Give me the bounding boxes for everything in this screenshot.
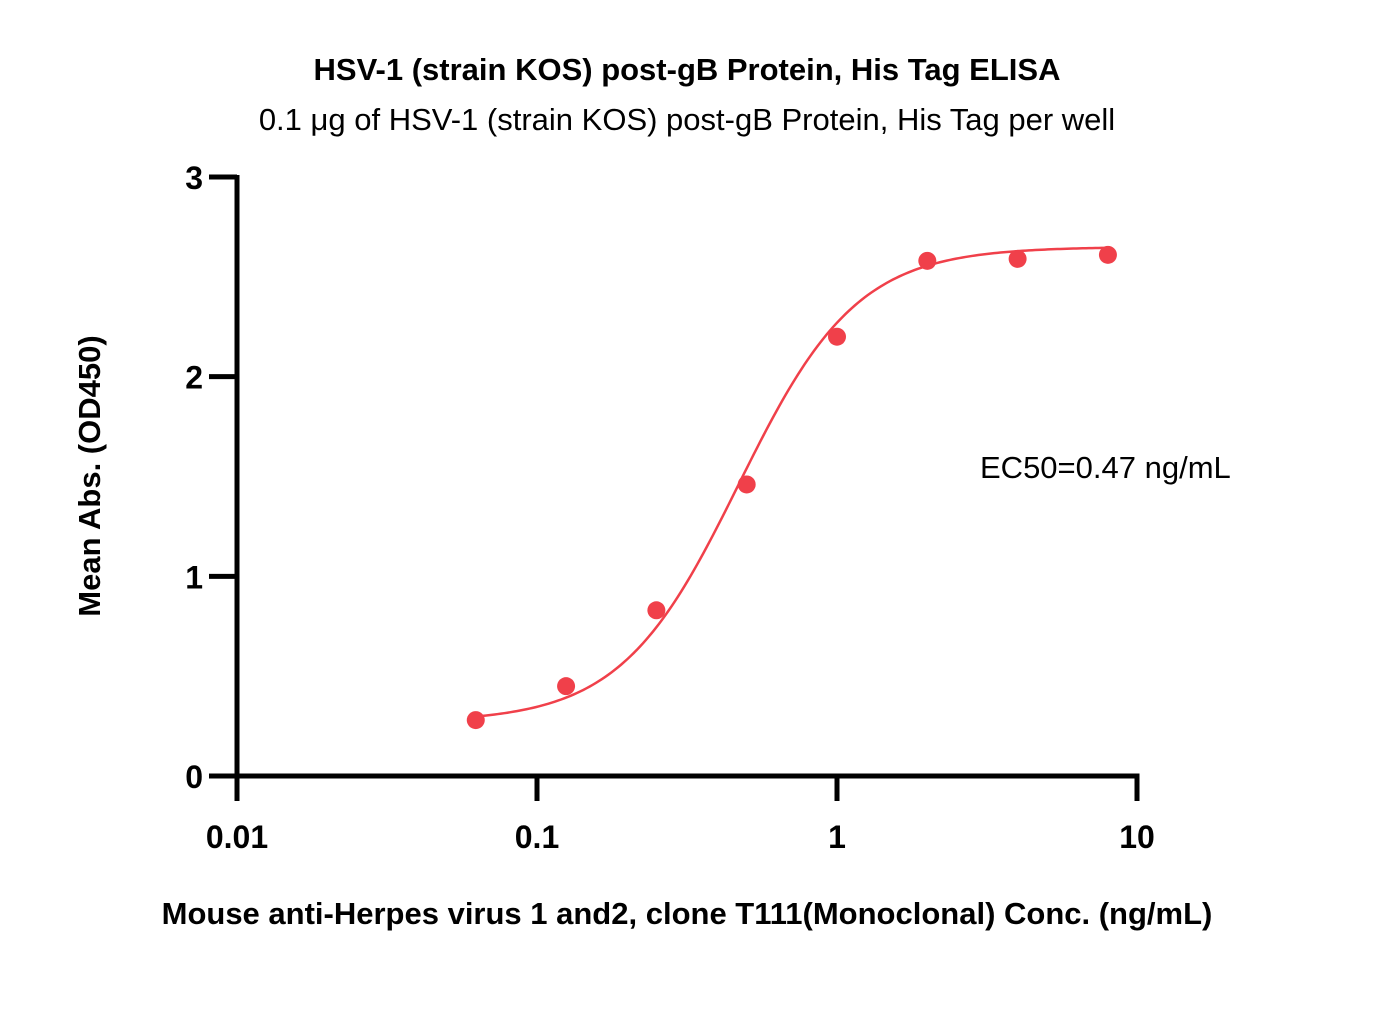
x-tick-label: 1 [828, 819, 846, 855]
data-point [918, 251, 937, 270]
fit-curve-group [475, 246, 1108, 718]
x-tick-label: 10 [1119, 819, 1155, 855]
data-point [647, 601, 666, 620]
data-points [466, 245, 1117, 730]
ec50-annotation: EC50=0.47 ng/mL [980, 450, 1231, 485]
data-point [1098, 245, 1117, 264]
x-tick-label: 0.1 [515, 819, 559, 855]
data-point [557, 677, 576, 696]
chart-subtitle: 0.1 μg of HSV-1 (strain KOS) post-gB Pro… [259, 102, 1115, 137]
x-axis-label: Mouse anti-Herpes virus 1 and2, clone T1… [162, 896, 1213, 931]
y-tick-label: 3 [185, 160, 203, 196]
y-tick-label: 1 [185, 559, 203, 595]
data-point [828, 327, 846, 346]
data-point [1008, 249, 1027, 268]
y-tick-label: 0 [185, 759, 203, 795]
chart-title: HSV-1 (strain KOS) post-gB Protein, His … [314, 52, 1061, 87]
data-point [737, 475, 756, 494]
axes: 0 1 2 3 0.01 0.1 1 10 [185, 160, 1155, 855]
fit-curve [475, 246, 1108, 718]
data-point [466, 711, 485, 730]
y-tick-label: 2 [185, 360, 203, 396]
y-axis-label: Mean Abs. (OD450) [72, 335, 107, 616]
x-tick-label: 0.01 [206, 819, 268, 855]
